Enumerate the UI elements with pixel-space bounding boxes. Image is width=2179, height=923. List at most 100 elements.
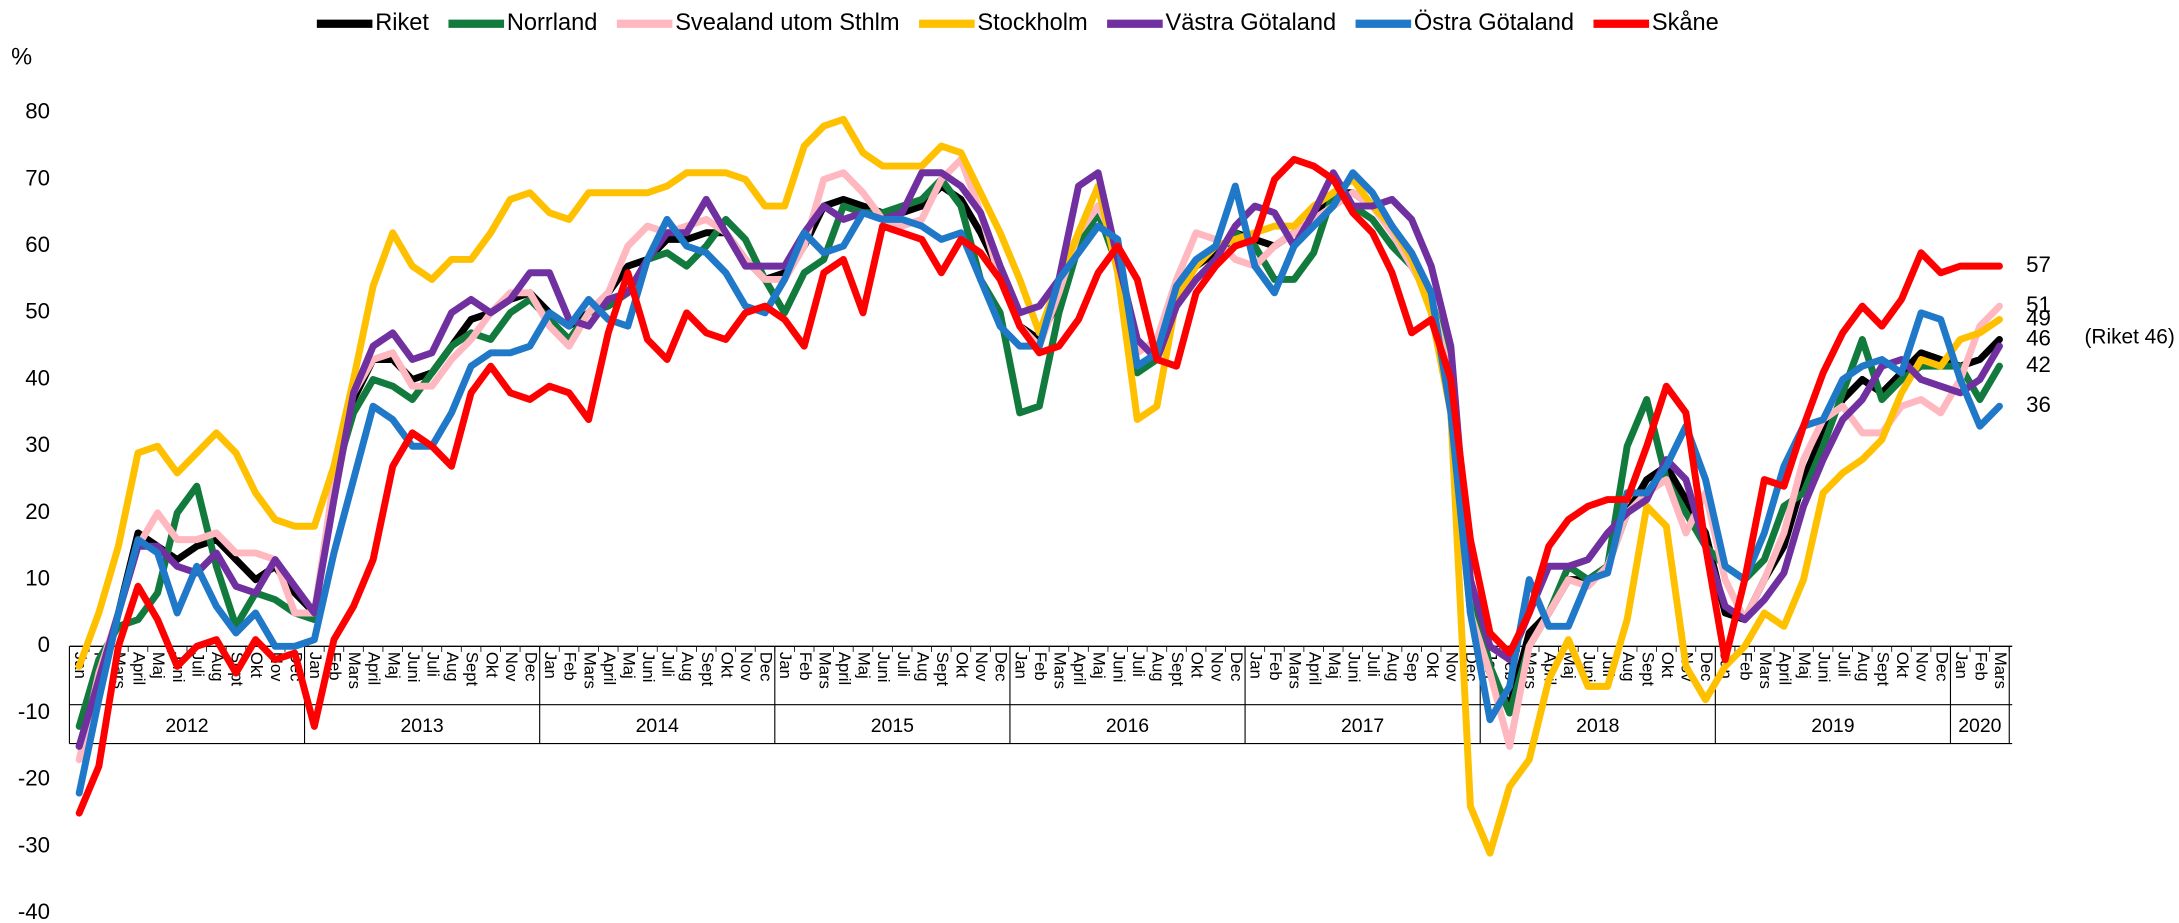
y-tick-label: 10 [25,565,50,590]
year-label: 2013 [400,715,443,737]
x-tick-label: Sep [1403,652,1422,682]
legend-label: Skåne [1652,9,1719,36]
y-tick-label: -30 [18,832,50,857]
year-label: 2014 [636,715,679,737]
series-line [75,155,2003,817]
x-tick-label: Mars [580,652,599,689]
x-tick-label: Jan [306,652,325,679]
x-tick-label: Okt [1188,652,1207,678]
x-tick-label: Dec [1697,652,1716,682]
x-tick-label: Feb [1971,652,1990,681]
legend-label: Västra Götaland [1165,10,1336,36]
x-tick-label: Mars [345,652,364,689]
x-tick-label: Feb [1736,652,1755,681]
x-tick-label: April [1776,652,1795,685]
end-label: 49 [2026,305,2051,330]
x-tick-label: Sept [463,652,482,687]
x-tick-label: Okt [953,652,972,678]
x-tick-label: Maj [855,652,874,679]
x-tick-label: Dec [1227,652,1246,682]
x-tick-label: Aug [1619,652,1638,682]
x-tick-label: April [130,652,149,685]
y-tick-label: 20 [25,499,50,524]
x-tick-label: Juli [1129,652,1148,677]
x-tick-label: Nov [737,652,756,682]
x-tick-label: Maj [1090,652,1109,679]
x-tick-label: Maj [1795,652,1814,679]
x-tick-label: Juni [639,652,658,683]
x-tick-label: Okt [247,652,266,678]
x-tick-label: Juli [424,652,443,677]
year-label: 2017 [1341,715,1384,737]
x-tick-label: Juni [1815,652,1834,683]
x-tick-label: Juli [1364,652,1383,677]
year-label: 2020 [1958,715,2001,737]
x-tick-label: Maj [1325,652,1344,679]
end-label: 42 [2026,352,2051,377]
y-tick-label: -20 [18,766,50,791]
x-tick-label: Aug [208,652,227,682]
year-label: 2019 [1811,715,1854,737]
x-tick-label: Jan [1246,652,1265,679]
series-line [75,169,2003,750]
x-tick-label: Juni [874,652,893,683]
x-tick-label: Maj [149,652,168,679]
x-tick-label: Okt [1658,652,1677,678]
x-tick-label: Sept [698,652,717,687]
x-tick-label: April [1070,652,1089,685]
x-tick-label: Nov [502,652,521,682]
x-tick-label: Dec [521,652,540,682]
y-tick-label: 80 [25,99,50,124]
x-tick-label: Dec [757,652,776,682]
x-tick-label: Mars [1756,652,1775,689]
y-tick-label: 0 [38,632,50,657]
x-tick-label: Jan [541,652,560,679]
x-tick-label: Jan [1011,652,1030,679]
x-tick-label: Sept [1638,652,1657,687]
x-tick-label: Okt [482,652,501,678]
legend-label: Östra Götaland [1414,9,1574,36]
x-tick-label: Maj [619,652,638,679]
legend-label: Svealand utom Sthlm [675,10,899,36]
x-tick-label: Jan [1952,652,1971,679]
x-tick-label: Mars [1286,652,1305,689]
x-tick-label: April [1305,652,1324,685]
x-tick-label: April [600,652,619,685]
x-tick-label: Feb [796,652,815,681]
x-tick-label: April [365,652,384,685]
y-tick-label: 60 [25,232,50,257]
x-tick-label: Nov [972,652,991,682]
x-tick-label: Aug [443,652,462,682]
x-tick-label: Okt [717,652,736,678]
x-tick-label: Jan [776,652,795,679]
x-tick-label: Sept [1873,652,1892,687]
annotation: (Riket 46) [2085,325,2175,348]
x-tick-label: Dec [1932,652,1951,682]
x-tick-label: Mars [815,652,834,689]
series-line [75,115,2003,857]
year-label: 2012 [165,715,208,737]
y-axis-label: % [11,45,32,71]
x-tick-label: Okt [1423,652,1442,678]
x-tick-label: Aug [1148,652,1167,682]
y-tick-label: 70 [25,165,50,190]
x-tick-label: Dec [992,652,1011,682]
series-line [75,169,2003,797]
end-label: 46 [2026,325,2051,350]
end-label: 36 [2026,392,2051,417]
x-tick-label: Juni [1344,652,1363,683]
x-tick-label: Aug [678,652,697,682]
series-line [75,175,2003,730]
x-tick-label: Juli [894,652,913,677]
x-tick-label: April [835,652,854,685]
x-tick-label: Aug [913,652,932,682]
y-tick-label: -10 [18,699,50,724]
x-tick-label: Feb [1266,652,1285,681]
x-tick-label: Sept [1168,652,1187,687]
x-tick-label: Nov [1442,652,1461,682]
x-tick-label: Juli [1834,652,1853,677]
x-tick-label: Nov [1913,652,1932,682]
x-tick-label: Feb [1031,652,1050,681]
